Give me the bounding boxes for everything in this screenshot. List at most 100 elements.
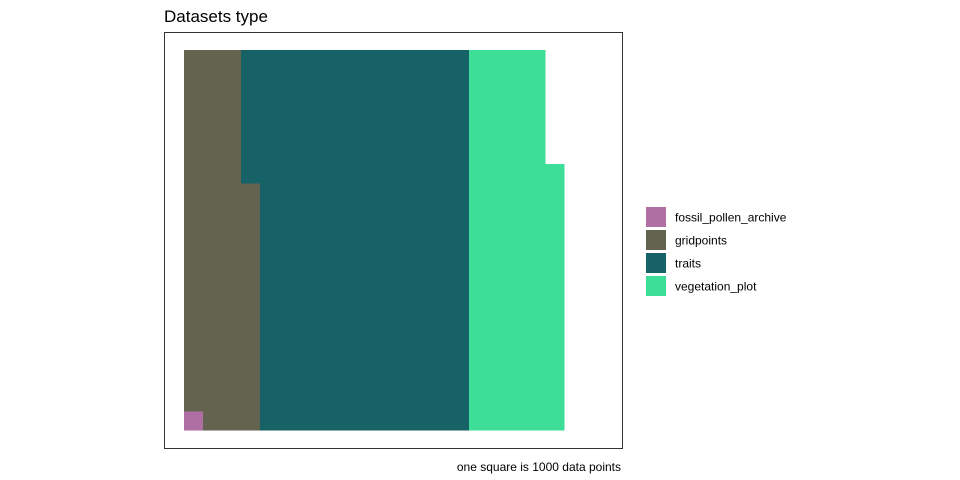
- waffle-square-vegetation-plot: [507, 126, 527, 146]
- waffle-square-vegetation-plot: [526, 411, 546, 431]
- waffle-square-traits: [431, 221, 451, 241]
- waffle-square-traits: [431, 126, 451, 146]
- waffle-square-traits: [393, 259, 413, 279]
- waffle-square-traits: [431, 107, 451, 127]
- waffle-square-traits: [431, 392, 451, 412]
- waffle-square-traits: [450, 202, 470, 222]
- waffle-square-traits: [298, 335, 318, 355]
- waffle-square-traits: [279, 145, 299, 165]
- waffle-square-vegetation-plot: [545, 373, 565, 393]
- waffle-square-gridpoints: [184, 354, 204, 374]
- waffle-square-traits: [431, 202, 451, 222]
- waffle-square-gridpoints: [222, 354, 242, 374]
- waffle-square-vegetation-plot: [507, 373, 527, 393]
- waffle-square-vegetation-plot: [488, 392, 508, 412]
- waffle-square-vegetation-plot: [488, 145, 508, 165]
- waffle-square-traits: [260, 392, 280, 412]
- waffle-square-traits: [336, 202, 356, 222]
- waffle-square-gridpoints: [184, 164, 204, 184]
- waffle-square-vegetation-plot: [545, 221, 565, 241]
- waffle-square-traits: [241, 164, 261, 184]
- waffle-square-vegetation-plot: [488, 316, 508, 336]
- waffle-square-traits: [450, 297, 470, 317]
- waffle-square-traits: [450, 259, 470, 279]
- waffle-square-gridpoints: [184, 145, 204, 165]
- waffle-square-traits: [298, 221, 318, 241]
- waffle-square-traits: [393, 392, 413, 412]
- waffle-square-traits: [336, 126, 356, 146]
- waffle-square-traits: [336, 392, 356, 412]
- waffle-square-traits: [317, 240, 337, 260]
- waffle-square-traits: [431, 183, 451, 203]
- waffle-square-traits: [279, 316, 299, 336]
- waffle-square-gridpoints: [184, 126, 204, 146]
- waffle-square-vegetation-plot: [469, 145, 489, 165]
- waffle-square-vegetation-plot: [526, 392, 546, 412]
- waffle-square-gridpoints: [184, 278, 204, 298]
- waffle-square-vegetation-plot: [507, 183, 527, 203]
- waffle-square-vegetation-plot: [545, 411, 565, 431]
- waffle-square-traits: [279, 297, 299, 317]
- waffle-square-gridpoints: [222, 145, 242, 165]
- waffle-square-traits: [260, 88, 280, 108]
- waffle-square-traits: [298, 126, 318, 146]
- waffle-square-traits: [412, 221, 432, 241]
- waffle-square-vegetation-plot: [469, 69, 489, 89]
- waffle-square-traits: [336, 335, 356, 355]
- waffle-square-traits: [374, 50, 394, 70]
- waffle-square-gridpoints: [203, 145, 223, 165]
- waffle-square-vegetation-plot: [526, 316, 546, 336]
- waffle-square-gridpoints: [203, 316, 223, 336]
- waffle-square-gridpoints: [203, 88, 223, 108]
- waffle-square-traits: [317, 278, 337, 298]
- waffle-square-traits: [450, 411, 470, 431]
- waffle-square-vegetation-plot: [469, 88, 489, 108]
- waffle-square-traits: [374, 126, 394, 146]
- waffle-square-gridpoints: [222, 392, 242, 412]
- waffle-square-traits: [450, 50, 470, 70]
- waffle-square-vegetation-plot: [469, 50, 489, 70]
- waffle-square-traits: [431, 373, 451, 393]
- legend-swatch-traits: [646, 253, 666, 273]
- waffle-square-gridpoints: [241, 278, 261, 298]
- waffle-square-vegetation-plot: [469, 240, 489, 260]
- waffle-square-traits: [450, 107, 470, 127]
- waffle-square-traits: [412, 278, 432, 298]
- waffle-square-vegetation-plot: [526, 335, 546, 355]
- legend: fossil_pollen_archive gridpoints traits veg…: [646, 207, 787, 296]
- waffle-square-vegetation-plot: [488, 183, 508, 203]
- waffle-square-traits: [355, 50, 375, 70]
- waffle-square-gridpoints: [222, 278, 242, 298]
- waffle-square-traits: [279, 126, 299, 146]
- waffle-square-traits: [374, 316, 394, 336]
- waffle-square-vegetation-plot: [507, 411, 527, 431]
- waffle-square-vegetation-plot: [469, 221, 489, 241]
- waffle-square-traits: [241, 126, 261, 146]
- waffle-square-traits: [412, 69, 432, 89]
- waffle-square-traits: [260, 145, 280, 165]
- waffle-square-traits: [393, 107, 413, 127]
- waffle-square-traits: [298, 145, 318, 165]
- waffle-square-traits: [260, 354, 280, 374]
- waffle-square-traits: [298, 316, 318, 336]
- waffle-square-traits: [279, 202, 299, 222]
- waffle-square-traits: [279, 354, 299, 374]
- waffle-square-vegetation-plot: [488, 202, 508, 222]
- waffle-square-vegetation-plot: [488, 221, 508, 241]
- waffle-square-traits: [279, 373, 299, 393]
- waffle-square-vegetation-plot: [526, 183, 546, 203]
- waffle-square-vegetation-plot: [469, 354, 489, 374]
- waffle-square-vegetation-plot: [488, 240, 508, 260]
- waffle-square-traits: [317, 183, 337, 203]
- waffle-square-traits: [412, 126, 432, 146]
- waffle-square-traits: [317, 107, 337, 127]
- waffle-square-gridpoints: [222, 335, 242, 355]
- waffle-square-traits: [298, 50, 318, 70]
- waffle-square-gridpoints: [241, 221, 261, 241]
- waffle-square-vegetation-plot: [488, 50, 508, 70]
- waffle-square-traits: [355, 411, 375, 431]
- waffle-square-traits: [431, 297, 451, 317]
- waffle-square-vegetation-plot: [545, 354, 565, 374]
- waffle-square-traits: [298, 392, 318, 412]
- waffle-square-traits: [298, 88, 318, 108]
